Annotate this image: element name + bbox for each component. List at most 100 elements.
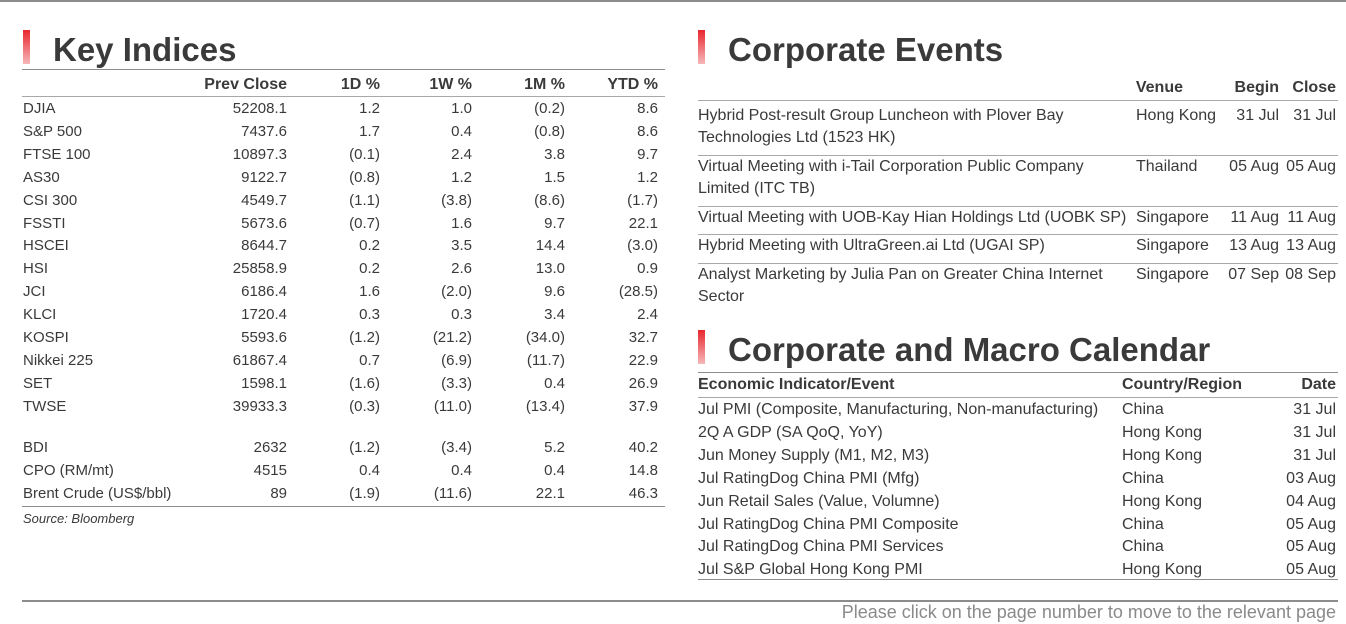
index-value: 4549.7 — [241, 191, 287, 209]
column-header: YTD % — [607, 76, 658, 93]
index-value: (0.8) — [534, 122, 565, 140]
calendar-date: 05 Aug — [1286, 561, 1336, 579]
index-value: 1720.4 — [241, 306, 287, 324]
index-value: 0.4 — [359, 462, 380, 479]
corporate-events-title: Corporate Events — [728, 31, 1004, 68]
index-name: TWSE — [23, 397, 67, 415]
index-value: (6.9) — [441, 351, 472, 369]
key-indices-title-rule — [22, 69, 665, 70]
index-name: FTSE 100 — [23, 145, 91, 163]
index-value: 39933.3 — [232, 397, 287, 415]
event-name: Analyst Marketing by Julia Pan on Greate… — [698, 266, 1103, 305]
index-value: 0.4 — [451, 122, 472, 140]
index-value: 3.5 — [451, 237, 472, 255]
calendar-event: Jul RatingDog China PMI Services — [698, 538, 944, 556]
index-value: 4515 — [253, 462, 287, 479]
index-name: HSCEI — [23, 237, 69, 255]
event-begin: 11 Aug — [1230, 209, 1279, 226]
footer-rule — [22, 600, 1338, 602]
event-name: Hybrid Meeting with UltraGreen.ai Ltd (U… — [698, 237, 1045, 254]
key-indices-marker — [23, 30, 30, 64]
index-value: 0.3 — [451, 306, 472, 324]
event-begin: 05 Aug — [1229, 158, 1279, 175]
index-name: KLCI — [23, 306, 57, 324]
index-value: 5.2 — [544, 439, 565, 456]
index-value: (0.1) — [349, 145, 380, 163]
index-value: 1.7 — [359, 122, 380, 140]
index-value: 2.4 — [637, 306, 658, 324]
index-value: 1.5 — [544, 168, 565, 186]
calendar-date: 03 Aug — [1286, 469, 1336, 487]
index-value: (3.3) — [441, 374, 472, 392]
index-value: 61867.4 — [232, 351, 287, 369]
column-header: 1M % — [524, 76, 565, 93]
index-value: 26.9 — [628, 374, 658, 392]
index-value: 32.7 — [628, 329, 658, 346]
key-indices-source: Source: Bloomberg — [23, 511, 135, 526]
index-value: 22.1 — [535, 485, 565, 502]
index-value: 5673.6 — [241, 214, 287, 232]
calendar-event: Jul RatingDog China PMI Composite — [698, 515, 959, 533]
index-name: DJIA — [23, 100, 56, 117]
index-value: 1598.1 — [241, 374, 287, 392]
calendar-event: Jul RatingDog China PMI (Mfg) — [698, 469, 920, 487]
corporate-events-marker — [698, 30, 705, 64]
calendar-date: 04 Aug — [1286, 492, 1336, 510]
index-value: 3.4 — [544, 306, 565, 324]
top-border — [0, 0, 1346, 2]
index-value: 9.6 — [544, 283, 565, 301]
index-value: (1.9) — [349, 485, 380, 502]
calendar-date: 05 Aug — [1286, 515, 1336, 533]
index-value: 0.4 — [544, 462, 565, 479]
page-navigation-hint: Please click on the page number to move … — [841, 602, 1336, 622]
index-name: FSSTI — [23, 214, 66, 232]
index-value: (1.1) — [349, 191, 380, 209]
index-value: (21.2) — [432, 329, 472, 346]
index-value: (1.7) — [627, 191, 658, 209]
event-venue: Singapore — [1136, 266, 1209, 283]
calendar-event: Jul S&P Global Hong Kong PMI — [698, 561, 923, 579]
calendar-region: Hong Kong — [1122, 492, 1203, 510]
index-value: (1.2) — [349, 439, 380, 456]
index-value: 40.2 — [628, 439, 658, 456]
index-value: 89 — [270, 485, 287, 502]
column-header: Begin — [1234, 79, 1279, 96]
index-name: BDI — [23, 439, 49, 456]
calendar-event: 2Q A GDP (SA QoQ, YoY) — [698, 423, 883, 441]
calendar-region: Hong Kong — [1122, 561, 1203, 579]
column-header: Venue — [1135, 79, 1183, 96]
index-value: 0.3 — [359, 306, 380, 324]
event-begin: 07 Sep — [1228, 266, 1279, 283]
index-value: 52208.1 — [232, 100, 287, 117]
index-value: 9.7 — [637, 145, 658, 163]
event-close: 13 Aug — [1286, 237, 1336, 254]
index-value: 2632 — [253, 439, 287, 456]
index-value: (2.0) — [441, 283, 472, 301]
index-value: 9.7 — [544, 214, 565, 232]
index-value: 14.4 — [535, 237, 565, 255]
index-value: 0.9 — [637, 260, 658, 278]
calendar-region: Hong Kong — [1122, 446, 1203, 464]
event-name: Virtual Meeting with UOB-Kay Hian Holdin… — [698, 209, 1127, 226]
event-close: 31 Jul — [1293, 107, 1336, 124]
key-indices-title: Key Indices — [53, 31, 237, 68]
calendar-event: Jun Retail Sales (Value, Volumne) — [698, 492, 940, 510]
index-value: 1.6 — [359, 283, 380, 301]
event-venue: Hong Kong — [1136, 107, 1217, 124]
index-value: 25858.9 — [232, 260, 287, 278]
index-value: 2.6 — [451, 260, 472, 278]
index-value: 7437.6 — [241, 122, 287, 140]
index-value: (28.5) — [618, 283, 658, 301]
index-value: (3.8) — [441, 191, 472, 209]
column-header: Prev Close — [204, 76, 287, 93]
event-close: 11 Aug — [1287, 209, 1336, 226]
event-venue: Singapore — [1136, 209, 1209, 226]
column-header: 1D % — [340, 76, 380, 93]
corporate-events-header-rule — [698, 100, 1338, 101]
event-name: Hybrid Post-result Group Luncheon with P… — [698, 107, 1064, 146]
event-row-divider — [698, 206, 1338, 207]
index-name: HSI — [23, 260, 49, 278]
index-value: 46.3 — [628, 485, 658, 502]
index-value: 1.2 — [451, 168, 472, 186]
index-value: 14.8 — [628, 462, 658, 479]
